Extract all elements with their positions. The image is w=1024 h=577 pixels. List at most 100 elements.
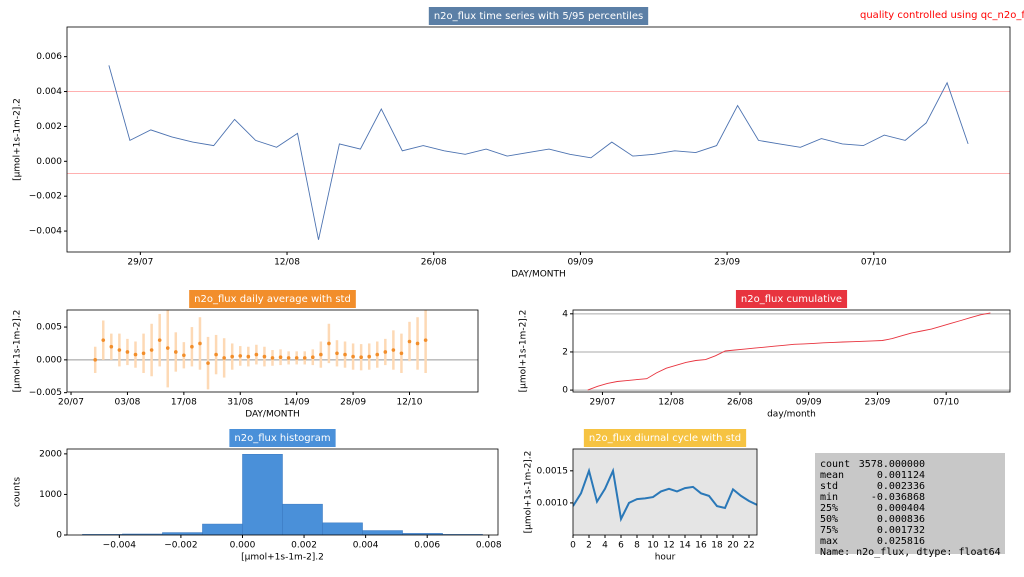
x-tick-label: 20/07 — [58, 398, 84, 408]
plot-area — [67, 27, 1010, 252]
x-tick-label: 17/08 — [171, 398, 197, 408]
data-point — [335, 351, 339, 356]
x-tick-label: 10 — [647, 541, 659, 551]
data-point — [423, 338, 428, 342]
title-box — [189, 290, 356, 308]
title-box — [583, 429, 747, 447]
x-axis-label: [μmol+1s-1m-2].2 — [241, 553, 324, 563]
y-tick-label: −0.004 — [29, 227, 63, 237]
y-tick-label: 2000 — [39, 449, 62, 459]
data-point — [173, 350, 178, 354]
plot-marks — [82, 454, 483, 535]
y-tick-label: 2 — [562, 347, 568, 357]
x-tick-label: 03/08 — [114, 398, 140, 408]
x-tick-label: 31/08 — [227, 398, 253, 408]
data-point — [415, 341, 420, 346]
x-tick-label: 0.006 — [414, 541, 440, 551]
stat-name: 50% — [820, 514, 838, 525]
stat-value: 0.000836 — [877, 514, 925, 525]
chart-title: n2o_flux cumulative — [741, 294, 842, 305]
data-point — [351, 354, 355, 359]
histogram-bar — [202, 523, 243, 535]
x-tick-label: 0 — [570, 541, 576, 551]
x-tick-label: 20 — [727, 541, 739, 551]
x-tick-label: 16 — [695, 541, 707, 551]
chart-title: n2o_flux daily average with std — [194, 294, 351, 305]
y-axis-label: [μmol+1s-1m-2].2 — [524, 451, 534, 534]
data-point — [343, 352, 347, 357]
x-tick-label: 14/09 — [284, 398, 310, 408]
data-point — [254, 352, 259, 357]
plot-frame — [66, 309, 479, 393]
stat-value: 0.001124 — [877, 470, 925, 481]
data-point — [375, 352, 380, 357]
y-tick-label: 1000 — [39, 490, 62, 500]
title-box — [229, 429, 336, 447]
stat-name: count — [820, 459, 850, 470]
y-tick-label: 0.0010 — [537, 498, 569, 508]
y-tick-label: 0 — [56, 531, 62, 541]
data-point — [165, 346, 170, 350]
plot-frame — [66, 26, 1011, 253]
x-tick-label: 0.002 — [291, 541, 317, 551]
stat-value: 0.001732 — [877, 525, 925, 536]
y-axis-label: [μmol+1s-1m-2].2 — [13, 98, 23, 181]
x-axis-label: DAY/MONTH — [245, 410, 300, 420]
data-point — [246, 354, 251, 359]
x-tick-label: −0.002 — [164, 541, 197, 551]
data-point — [270, 356, 275, 360]
y-tick-label: 0.0015 — [537, 466, 569, 476]
data-point — [238, 354, 243, 358]
data-point — [125, 350, 130, 354]
plot-frame — [572, 309, 1011, 393]
x-tick-label: 8 — [634, 541, 640, 551]
data-point — [327, 341, 331, 346]
data-point — [230, 354, 235, 359]
data-point — [101, 338, 106, 342]
x-tick-label: 0.000 — [230, 541, 256, 551]
stat-name: 25% — [820, 503, 838, 514]
x-tick-label: 29/07 — [589, 398, 615, 408]
x-tick-label: 18 — [711, 541, 723, 551]
x-tick-label: 4 — [602, 541, 608, 551]
data-point — [190, 344, 194, 349]
x-tick-label: 0.008 — [476, 541, 502, 551]
stat-value: 3578.000000 — [859, 459, 925, 470]
y-tick-label: 0.004 — [36, 87, 62, 97]
y-tick-label: −0.005 — [29, 388, 62, 398]
y-tick-label: 0.000 — [36, 157, 62, 167]
x-tick-label: 12/08 — [274, 258, 300, 268]
x-tick-label: 29/07 — [127, 258, 153, 268]
x-tick-label: 26/08 — [421, 258, 447, 268]
histogram-bar — [362, 530, 403, 535]
y-axis-label: [μmol+1s-1m-2].2 — [13, 310, 23, 393]
data-point — [222, 356, 226, 360]
data-point — [310, 355, 315, 360]
histogram-bar — [242, 454, 283, 535]
data-point — [157, 338, 162, 342]
histogram-bar — [322, 522, 363, 535]
data-point — [214, 352, 218, 357]
stats-box — [815, 453, 1005, 554]
stat-value: 0.025816 — [877, 536, 925, 547]
data-point — [182, 353, 186, 358]
x-tick-label: 09/09 — [567, 258, 593, 268]
chart-title: n2o_flux time series with 5/95 percentil… — [434, 11, 643, 22]
data-point — [141, 351, 146, 356]
data-line — [108, 65, 969, 240]
y-tick-label: 0 — [562, 386, 568, 396]
y-tick-label: 0.000 — [36, 355, 62, 365]
data-point — [262, 354, 267, 359]
data-point — [359, 355, 363, 360]
x-tick-label: 23/09 — [714, 258, 740, 268]
plot-frame — [66, 448, 499, 536]
data-point — [294, 356, 299, 360]
data-point — [319, 352, 323, 357]
x-tick-label: 6 — [618, 541, 624, 551]
x-tick-label: 12 — [663, 541, 674, 551]
data-point — [399, 351, 404, 356]
y-axis-label: [μmol+1s-1m-2].2 — [519, 310, 529, 393]
data-point — [93, 358, 98, 362]
y-tick-label: 0.002 — [36, 122, 62, 132]
